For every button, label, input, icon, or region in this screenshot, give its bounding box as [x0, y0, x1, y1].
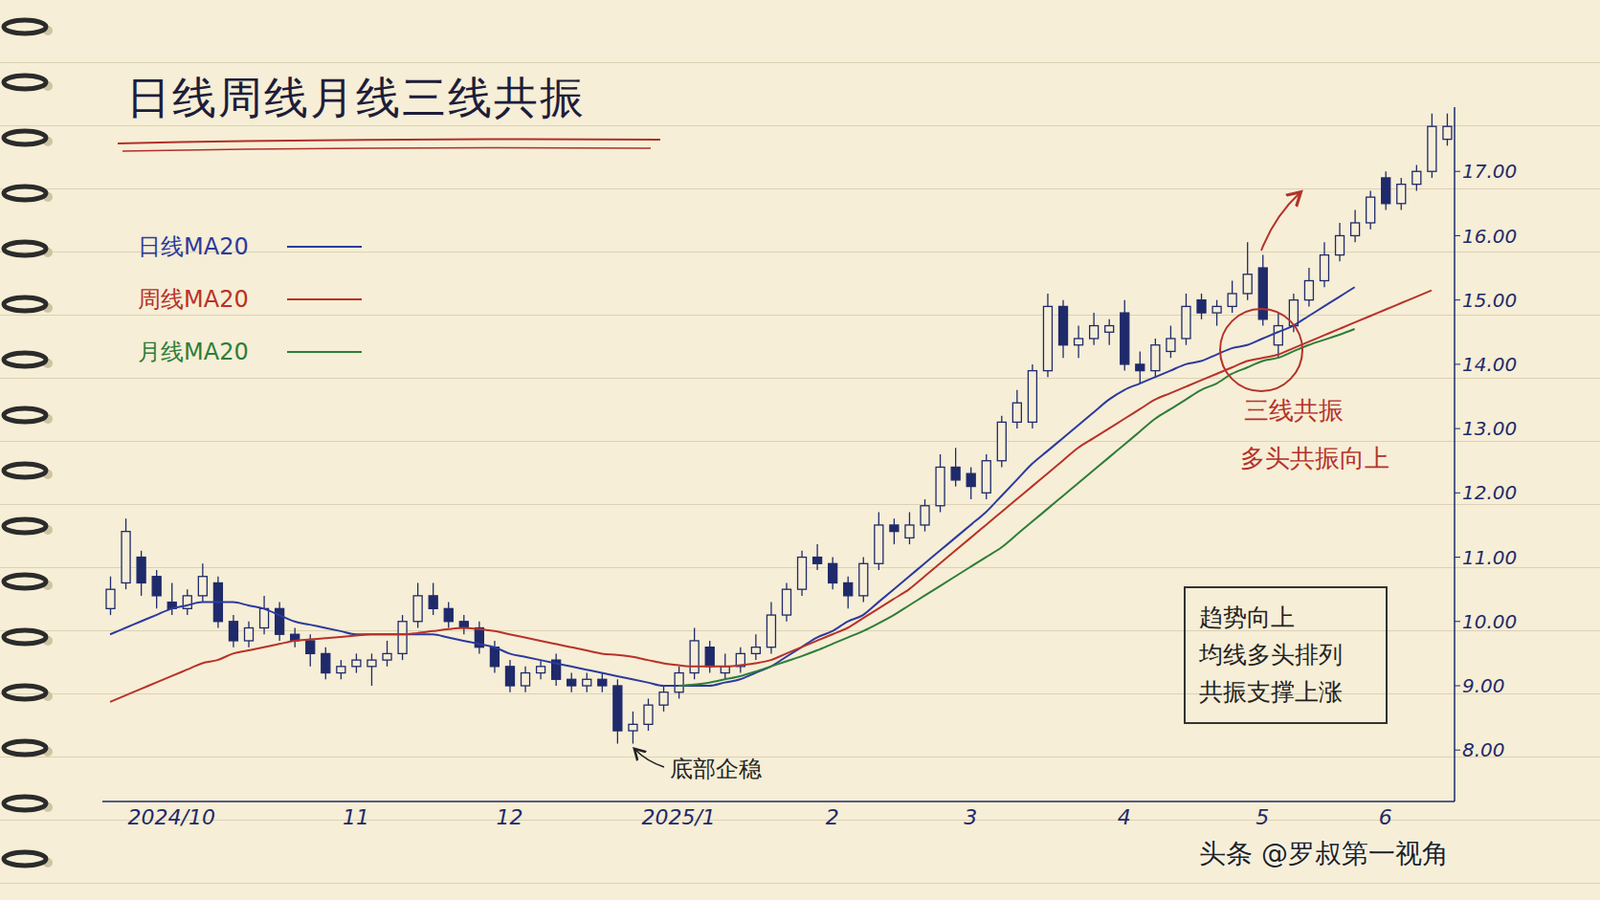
html-text:均线多头排列: 均线多头排列 — [1199, 640, 1343, 669]
svg-text:3: 3 — [963, 805, 978, 830]
svg-text:12: 12 — [496, 805, 524, 830]
svg-text:13.00: 13.00 — [1462, 417, 1517, 441]
svg-text:10.00: 10.00 — [1462, 610, 1517, 634]
svg-text:17.00: 17.00 — [1462, 159, 1517, 183]
html-text:底部企稳: 底部企稳 — [669, 755, 762, 783]
html-text:共振支撑上涨: 共振支撑上涨 — [1199, 677, 1343, 706]
svg-text:2024/10: 2024/10 — [128, 805, 216, 830]
svg-text:11.00: 11.00 — [1462, 546, 1517, 570]
svg-text:5: 5 — [1255, 805, 1269, 830]
html-text:月线MA20: 月线MA20 — [137, 338, 249, 366]
svg-text:2025/1: 2025/1 — [641, 805, 715, 830]
svg-text:12.00: 12.00 — [1462, 481, 1517, 505]
svg-text:15.00: 15.00 — [1462, 288, 1517, 312]
svg-text:4: 4 — [1117, 805, 1132, 830]
svg-text:8.00: 8.00 — [1462, 738, 1506, 762]
html-text:周线MA20: 周线MA20 — [137, 286, 249, 313]
svg-text:6: 6 — [1378, 805, 1393, 830]
svg-text:16.00: 16.00 — [1462, 224, 1517, 248]
svg-text:2: 2 — [825, 805, 840, 830]
svg-text:14.00: 14.00 — [1462, 353, 1517, 377]
svg-text:9.00: 9.00 — [1462, 674, 1506, 698]
html-text:日线MA20: 日线MA20 — [137, 233, 249, 261]
html-text:三线共振: 三线共振 — [1244, 396, 1344, 425]
html-text:趋势向上: 趋势向上 — [1199, 603, 1295, 632]
html-text:多头共振向上: 多头共振向上 — [1240, 444, 1390, 473]
html-text:头条 @罗叔第一视角: 头条 @罗叔第一视角 — [1199, 838, 1449, 870]
html-text:日线周线月线三线共振: 日线周线月线三线共振 — [126, 71, 586, 124]
svg-text:11: 11 — [342, 805, 370, 830]
